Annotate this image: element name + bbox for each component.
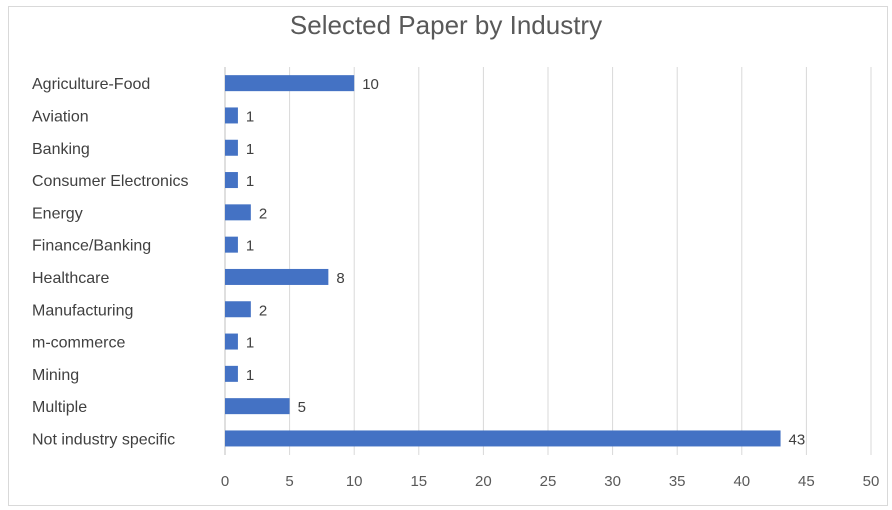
x-tick-label: 15 xyxy=(410,473,427,490)
x-tick-label: 0 xyxy=(221,473,229,490)
bar xyxy=(225,398,290,415)
data-label: 5 xyxy=(298,399,306,416)
category-label: Mining xyxy=(32,367,79,384)
x-tick-labels: 0 5 10 15 20 25 30 35 40 45 50 xyxy=(221,473,880,490)
bar xyxy=(225,236,238,253)
data-label: 2 xyxy=(259,205,267,222)
bar xyxy=(225,268,329,285)
category-label: Aviation xyxy=(32,108,89,125)
x-tick-label: 50 xyxy=(863,473,880,490)
x-tick-label: 20 xyxy=(475,473,492,490)
x-tick-label: 40 xyxy=(733,473,750,490)
data-label: 1 xyxy=(246,141,254,158)
bar xyxy=(225,365,238,382)
x-tick-label: 25 xyxy=(540,473,557,490)
chart-title: Selected Paper by Industry xyxy=(289,10,603,40)
data-label: 43 xyxy=(789,431,806,448)
bar xyxy=(225,430,781,447)
bar xyxy=(225,172,238,189)
category-label: Manufacturing xyxy=(32,302,133,319)
data-label: 10 xyxy=(362,76,379,93)
category-label: Agriculture-Food xyxy=(32,76,150,93)
category-label: Banking xyxy=(32,141,90,158)
category-label: m-commerce xyxy=(32,335,125,352)
category-label: Consumer Electronics xyxy=(32,173,189,190)
bar xyxy=(225,107,238,124)
data-label: 1 xyxy=(246,335,254,352)
category-label: Multiple xyxy=(32,399,87,416)
x-tick-label: 35 xyxy=(669,473,686,490)
category-label: Healthcare xyxy=(32,270,109,287)
bar xyxy=(225,333,238,350)
data-label: 1 xyxy=(246,173,254,190)
data-label: 1 xyxy=(246,238,254,255)
gridlines xyxy=(224,67,872,455)
category-label: Finance/Banking xyxy=(32,238,151,255)
data-label: 8 xyxy=(336,270,344,287)
data-label: 2 xyxy=(259,302,267,319)
bar xyxy=(225,75,355,92)
bar xyxy=(225,204,251,221)
x-tick-label: 30 xyxy=(604,473,621,490)
bar xyxy=(225,139,238,156)
data-label: 1 xyxy=(246,108,254,125)
x-tick-label: 10 xyxy=(346,473,363,490)
x-tick-label: 5 xyxy=(285,473,293,490)
data-label: 1 xyxy=(246,367,254,384)
bar xyxy=(225,301,251,318)
bars xyxy=(225,75,781,447)
x-tick-label: 45 xyxy=(798,473,815,490)
category-label: Not industry specific xyxy=(32,431,175,448)
category-label: Energy xyxy=(32,205,83,222)
category-labels: Agriculture-Food Aviation Banking Consumer … xyxy=(32,76,189,448)
